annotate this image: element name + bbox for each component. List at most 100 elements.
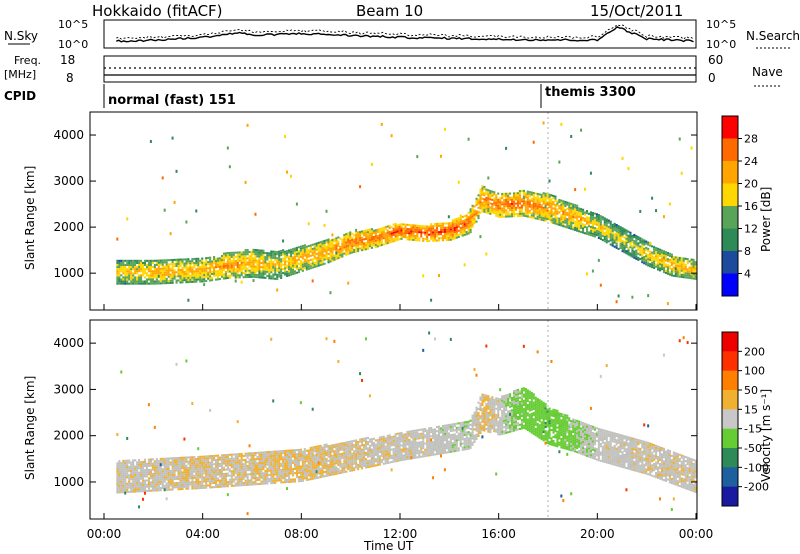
power-cell — [554, 203, 557, 206]
velocity-cell — [341, 446, 344, 449]
velocity-cell — [252, 458, 255, 461]
power-cell — [678, 271, 681, 274]
power-cell — [469, 210, 472, 213]
power-cell — [140, 263, 143, 267]
velocity-cell — [143, 473, 147, 476]
velocity-cell — [159, 470, 162, 473]
velocity-cell — [246, 475, 249, 478]
power-cell — [408, 238, 411, 241]
velocity-cell — [315, 447, 318, 450]
power-cell — [647, 294, 650, 298]
velocity-cell — [270, 457, 273, 460]
velocity-cell — [138, 490, 141, 493]
power-cell — [660, 251, 664, 254]
power-cell — [299, 266, 302, 269]
power-cell — [572, 203, 575, 206]
power-cell — [284, 261, 287, 264]
power-cell — [203, 278, 206, 281]
power-cell — [264, 251, 267, 255]
power-cell — [546, 195, 549, 198]
power-cell — [647, 258, 650, 261]
velocity-cell — [220, 460, 224, 463]
power-cell — [179, 260, 182, 263]
power-cell — [224, 256, 227, 259]
power-cell — [599, 219, 602, 222]
power-cell — [479, 194, 482, 198]
velocity-cell — [181, 473, 184, 476]
power-cell — [307, 259, 310, 262]
power-cell — [526, 205, 529, 208]
velocity-cell — [264, 472, 267, 475]
power-cell — [124, 266, 127, 269]
power-cell — [256, 259, 259, 262]
power-cell — [457, 217, 460, 220]
power-cell — [359, 230, 362, 233]
power-cell — [641, 242, 644, 245]
power-cell — [570, 217, 573, 220]
power-cell — [169, 269, 172, 272]
velocity-cell — [187, 475, 190, 478]
power-cell — [481, 197, 484, 200]
power-cell — [286, 170, 289, 174]
power-cell — [185, 272, 188, 275]
velocity-cell — [295, 463, 299, 466]
power-cell — [256, 267, 259, 270]
power-cell — [244, 265, 247, 268]
power-cell — [451, 235, 454, 238]
power-cell — [595, 234, 598, 237]
velocity-cell — [349, 461, 352, 464]
power-cell — [455, 230, 458, 233]
velocity-cell — [315, 470, 318, 474]
velocity-cell — [209, 467, 212, 470]
power-cell — [147, 270, 151, 273]
power-cell — [603, 219, 606, 222]
power-cell — [286, 254, 289, 257]
power-cell — [576, 221, 579, 224]
velocity-cell — [254, 483, 257, 486]
velocity-cell — [321, 469, 324, 472]
velocity-cell — [238, 478, 241, 481]
power-cell — [410, 226, 413, 229]
power-cell — [215, 261, 218, 265]
velocity-cell — [272, 471, 275, 474]
power-cell — [593, 227, 596, 230]
power-cell — [357, 250, 360, 253]
power-cell — [244, 180, 247, 184]
power-cell — [662, 268, 666, 272]
power-cell — [380, 231, 383, 234]
power-cell — [169, 259, 172, 262]
velocity-cell — [341, 442, 344, 445]
power-cell — [355, 235, 358, 239]
velocity-cell — [339, 471, 342, 474]
power-cell — [534, 206, 537, 210]
velocity-cell — [280, 473, 283, 476]
velocity-cell — [325, 443, 328, 446]
power-cell — [692, 258, 695, 261]
power-cell — [199, 278, 202, 281]
power-cell — [635, 257, 638, 260]
power-cell — [161, 273, 164, 276]
power-cell — [201, 274, 204, 277]
velocity-cell — [289, 480, 293, 483]
velocity-cell — [199, 466, 202, 469]
velocity-cell — [130, 471, 133, 475]
velocity-cell — [201, 482, 204, 485]
power-cell — [234, 259, 237, 262]
power-cell — [414, 234, 417, 237]
power-cell — [461, 222, 464, 225]
power-cell — [329, 258, 332, 261]
power-cell — [272, 269, 275, 272]
power-cell — [627, 236, 630, 239]
power-cell — [278, 250, 281, 253]
power-cell — [479, 207, 482, 210]
velocity-cell — [321, 458, 324, 462]
power-cell — [538, 193, 541, 196]
velocity-cell — [118, 472, 121, 475]
power-cell — [256, 251, 259, 254]
power-cell — [580, 220, 583, 223]
power-cell — [329, 291, 332, 295]
velocity-cell — [349, 448, 352, 452]
power-cell — [633, 242, 636, 245]
velocity-cell — [260, 451, 263, 454]
power-cell — [386, 237, 389, 240]
